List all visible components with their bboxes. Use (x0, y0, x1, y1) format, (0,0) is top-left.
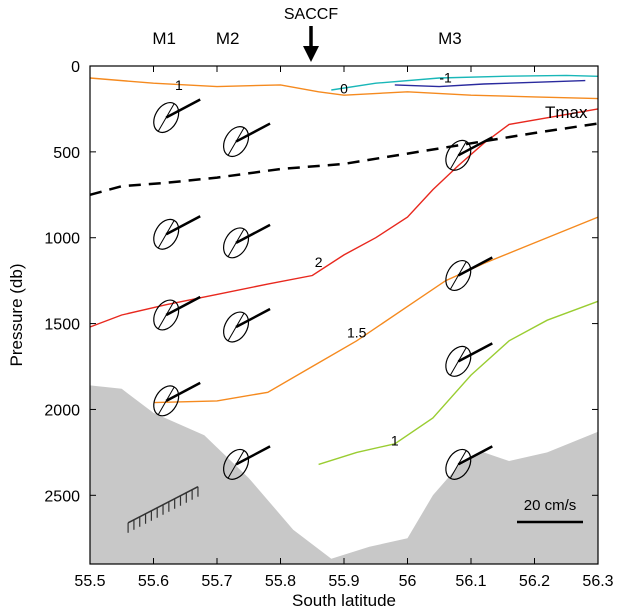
isotherm-label: 1 (391, 433, 399, 449)
bathymetry-area (90, 385, 598, 564)
velocity-ellipse (223, 122, 271, 158)
velocity-ellipse (223, 445, 271, 480)
x-tick-label: 55.7 (201, 573, 232, 590)
velocity-ellipse (153, 98, 201, 134)
x-tick-label: 55.8 (265, 573, 296, 590)
velocity-scale: 20 cm/s (517, 497, 583, 524)
isotherm-label: 0 (340, 80, 348, 96)
isotherm-label: 2 (315, 254, 323, 270)
y-tick-label: 2500 (44, 488, 80, 505)
velocity-ellipse (223, 223, 271, 259)
tmax-line (89, 122, 599, 197)
isotherm-line (89, 108, 599, 328)
y-tick-label: 500 (53, 145, 80, 162)
y-tick-label: 1500 (44, 317, 80, 334)
mooring-label: M3 (438, 29, 462, 48)
x-tick-label: 55.5 (74, 573, 105, 590)
x-tick-label: 56 (399, 573, 417, 590)
saccf-label: SACCF (284, 6, 338, 23)
isotherm-line (89, 77, 599, 100)
scale-label: 20 cm/s (524, 497, 577, 514)
velocity-ellipse (445, 342, 493, 377)
tmax-label: Tmax (545, 103, 588, 122)
y-axis-label: Pressure (db) (7, 264, 26, 367)
x-axis-label: South latitude (292, 591, 396, 610)
saccf-marker: SACCF (284, 6, 338, 62)
isotherm-label: -1 (439, 69, 452, 85)
velocity-ellipse-layer (153, 98, 493, 480)
velocity-ellipse (445, 136, 493, 171)
velocity-ellipse (223, 307, 271, 343)
velocity-ellipse (153, 215, 201, 250)
velocity-ellipse (153, 295, 201, 331)
isotherm-label: 1.5 (347, 324, 367, 340)
y-tick-label: 2000 (44, 402, 80, 419)
mooring-label: M1 (152, 29, 176, 48)
isotherm-line (318, 300, 599, 466)
y-tick-label: 1000 (44, 231, 80, 248)
isotherm-line (153, 216, 599, 404)
x-tick-label: 56.3 (582, 573, 613, 590)
isotherm-line (394, 79, 586, 88)
velocity-ellipse (445, 256, 493, 292)
axes-layer: 55.5 55.6 55.7 55.8 55.9 56 56.1 56.2 56.3050010… (44, 29, 613, 590)
velocity-ellipse (445, 445, 493, 480)
mooring-label: M2 (216, 29, 240, 48)
x-tick-label: 55.6 (138, 573, 169, 590)
y-tick-label: 0 (71, 59, 80, 76)
x-tick-label: 56.1 (455, 573, 486, 590)
saccf-arrow-head (303, 46, 319, 62)
isotherm-label: 1 (175, 77, 183, 93)
isotherm-layer: 2 1.5 1 1 0 -1 (89, 69, 599, 466)
velocity-ellipse (153, 381, 201, 417)
bathymetry-layer (90, 385, 598, 564)
x-tick-label: 55.9 (328, 573, 359, 590)
x-tick-label: 56.2 (519, 573, 550, 590)
isotherm-line (331, 74, 599, 91)
